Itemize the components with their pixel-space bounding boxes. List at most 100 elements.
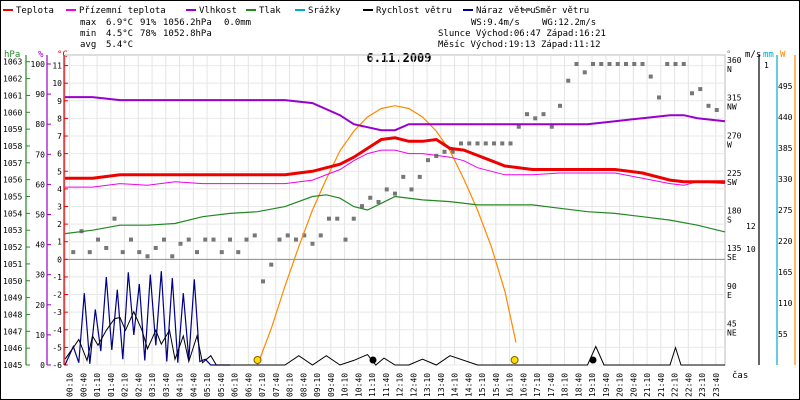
hpa-tick-label: 1062 bbox=[3, 75, 22, 84]
deg-dir-label: N bbox=[727, 65, 732, 74]
dir-point bbox=[145, 254, 150, 259]
x-tick-label: 21:40 bbox=[657, 373, 666, 397]
x-tick-label: 06:40 bbox=[244, 373, 253, 397]
x-tick-label: 00:10 bbox=[66, 373, 75, 397]
c-tick-label: 10 bbox=[52, 79, 62, 88]
dir-point bbox=[459, 141, 463, 146]
dir-point bbox=[318, 233, 323, 238]
deg-tick-label: 45 bbox=[727, 319, 737, 328]
w-tick-label: 165 bbox=[778, 268, 793, 277]
deg-tick-label: 225 bbox=[727, 169, 742, 178]
w-tick-label: 440 bbox=[778, 113, 793, 122]
c-tick-label: -6 bbox=[52, 361, 62, 370]
x-tick-label: 02:10 bbox=[121, 373, 130, 397]
x-tick-label: 07:40 bbox=[272, 373, 281, 397]
legend-label-gust: Náraz větru bbox=[476, 6, 536, 16]
dir-point bbox=[591, 62, 595, 66]
dir-point bbox=[71, 250, 76, 255]
sun-times: Slunce Východ:06:47 Západ:16:21 bbox=[438, 29, 606, 39]
mm-axis-title: mm bbox=[763, 50, 774, 60]
dir-point bbox=[360, 204, 364, 209]
dir-point bbox=[665, 62, 670, 66]
c-tick-label: 4 bbox=[57, 185, 62, 194]
dir-point bbox=[624, 62, 628, 66]
x-tick-label: 19:10 bbox=[588, 373, 597, 397]
dir-point bbox=[384, 187, 389, 192]
x-tick-label: 08:10 bbox=[286, 373, 295, 397]
hpa-tick-label: 1047 bbox=[3, 327, 22, 336]
dir-point bbox=[203, 237, 208, 242]
x-tick-label: 11:40 bbox=[382, 373, 391, 397]
c-tick-label: 6 bbox=[57, 150, 62, 159]
legend-label-feels: Přízemní teplota bbox=[79, 6, 166, 16]
pct-axis-title: % bbox=[38, 50, 44, 60]
ws-value: WS:9.4m/s bbox=[471, 18, 520, 28]
hpa-tick-label: 1046 bbox=[3, 344, 22, 353]
dir-point bbox=[417, 174, 422, 179]
x-tick-label: 20:10 bbox=[616, 373, 625, 397]
dir-point bbox=[483, 141, 488, 146]
dir-point bbox=[351, 216, 356, 221]
x-tick-label: 13:40 bbox=[437, 373, 446, 397]
x-tick-label: 04:10 bbox=[176, 373, 185, 397]
deg-tick-label: 315 bbox=[727, 94, 742, 103]
dir-point bbox=[632, 62, 637, 66]
deg-dir-label: E bbox=[727, 291, 732, 300]
pct-tick-label: 0 bbox=[40, 361, 45, 370]
pct-tick-label: 40 bbox=[35, 241, 45, 250]
ms-axis-title: m/s bbox=[745, 50, 761, 60]
dir-point bbox=[475, 141, 480, 146]
dir-point bbox=[376, 199, 381, 204]
dir-point bbox=[120, 250, 125, 255]
c-tick-label: -1 bbox=[52, 273, 62, 282]
w-tick-label: 110 bbox=[778, 299, 793, 308]
dir-point bbox=[615, 62, 620, 66]
x-tick-label: 09:40 bbox=[327, 373, 336, 397]
pct-tick-label: 30 bbox=[35, 271, 45, 280]
dir-point bbox=[335, 216, 340, 221]
x-tick-label: 01:40 bbox=[107, 373, 116, 397]
feels-line bbox=[65, 149, 726, 188]
legend-label-hum: Vlhkost bbox=[199, 6, 237, 16]
stats: max 6.9°C 91% 1056.2hPa 0.0mm min 4.5°C … bbox=[80, 18, 606, 50]
dir-point bbox=[269, 262, 274, 267]
chart-title: 6.11.2009 bbox=[366, 51, 431, 65]
dir-point bbox=[442, 149, 447, 154]
pct-tick-label: 70 bbox=[35, 150, 45, 159]
dir-point bbox=[558, 103, 562, 108]
press-line bbox=[64, 194, 726, 235]
c-tick-label: -2 bbox=[52, 291, 62, 300]
x-axis-title: čas bbox=[732, 370, 748, 381]
x-tick-label: 11:10 bbox=[368, 373, 377, 397]
c-tick-label: 5 bbox=[57, 167, 62, 176]
x-tick-label: 03:40 bbox=[162, 373, 171, 397]
dir-point bbox=[129, 237, 133, 242]
dir-point bbox=[219, 250, 224, 255]
dir-point bbox=[96, 237, 100, 242]
dir-point bbox=[343, 237, 348, 242]
c-tick-label: 11 bbox=[52, 62, 62, 71]
x-tick-label: 16:10 bbox=[506, 373, 515, 397]
c-tick-label: 0 bbox=[57, 255, 62, 264]
pct-tick-label: 50 bbox=[35, 211, 45, 220]
deg-dir-label: W bbox=[727, 140, 732, 149]
legend-label-press: Tlak bbox=[259, 6, 281, 16]
dir-point bbox=[153, 245, 158, 250]
c-tick-label: -5 bbox=[52, 343, 62, 352]
x-tick-label: 13:10 bbox=[423, 373, 432, 397]
moonrise-marker bbox=[589, 356, 597, 364]
dir-point bbox=[673, 62, 678, 66]
hpa-tick-label: 1049 bbox=[3, 294, 22, 303]
x-tick-label: 01:10 bbox=[93, 373, 102, 397]
c-tick-label: 2 bbox=[57, 220, 62, 229]
dir-point bbox=[195, 250, 199, 255]
max-temp: 6.9°C bbox=[106, 18, 133, 28]
x-tick-label: 18:10 bbox=[561, 373, 570, 397]
x-tick-label: 18:40 bbox=[574, 373, 583, 397]
x-tick-label: 08:40 bbox=[299, 373, 308, 397]
dir-point bbox=[525, 112, 529, 117]
hpa-tick-label: 1048 bbox=[3, 310, 22, 319]
temp-line bbox=[65, 136, 725, 184]
